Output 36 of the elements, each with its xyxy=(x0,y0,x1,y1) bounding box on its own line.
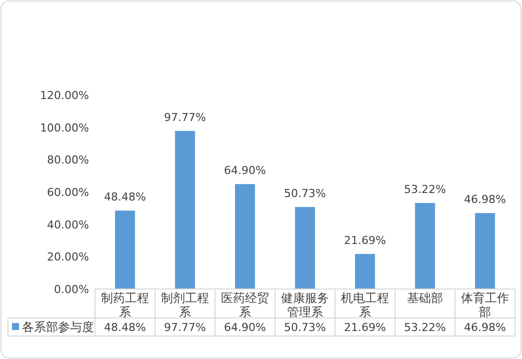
y-tick-label: 0.00% xyxy=(54,283,89,296)
text: 64.90% xyxy=(224,321,266,334)
y-tick-label: 100.00% xyxy=(40,121,89,134)
text: 64.90% xyxy=(224,164,266,178)
bar xyxy=(355,254,375,289)
bar xyxy=(175,130,195,289)
y-tick-label: 40.00% xyxy=(47,218,89,232)
y-tick-label: 120.00% xyxy=(40,89,89,102)
bar xyxy=(295,206,315,289)
text: 50.73% xyxy=(284,186,326,200)
x-tick-label: 机电工程系 xyxy=(341,291,389,319)
x-tick-label: 基础部 xyxy=(407,291,443,305)
text: 53.22% xyxy=(404,321,446,334)
text: 21.69% xyxy=(344,234,386,247)
text: 46.98% xyxy=(464,193,506,206)
x-tick-label: 制剂工程系 xyxy=(161,291,209,319)
text: 97.77% xyxy=(164,110,206,124)
bar xyxy=(475,213,495,289)
bar xyxy=(415,202,435,289)
y-tick-label: 60.00% xyxy=(47,186,89,199)
text: 53.22% xyxy=(404,182,446,196)
legend-label: 各系部参与度 xyxy=(22,320,94,334)
x-tick-label: 健康服务管理系 xyxy=(281,291,329,319)
bar xyxy=(235,184,255,289)
x-tick-label: 制药工程系 xyxy=(101,291,149,319)
text: 50.73% xyxy=(284,321,326,334)
text: 97.77% xyxy=(164,321,206,334)
y-tick-label: 20.00% xyxy=(47,250,89,264)
text: 21.69% xyxy=(344,321,386,334)
y-tick-label: 80.00% xyxy=(47,154,89,167)
bar xyxy=(115,210,135,289)
x-tick-label: 医药经贸系 xyxy=(221,291,269,319)
text: 48.48% xyxy=(104,321,146,334)
text: 48.48% xyxy=(104,190,146,204)
text: 46.98% xyxy=(464,321,506,334)
x-tick-label: 体育工作部 xyxy=(461,291,509,319)
